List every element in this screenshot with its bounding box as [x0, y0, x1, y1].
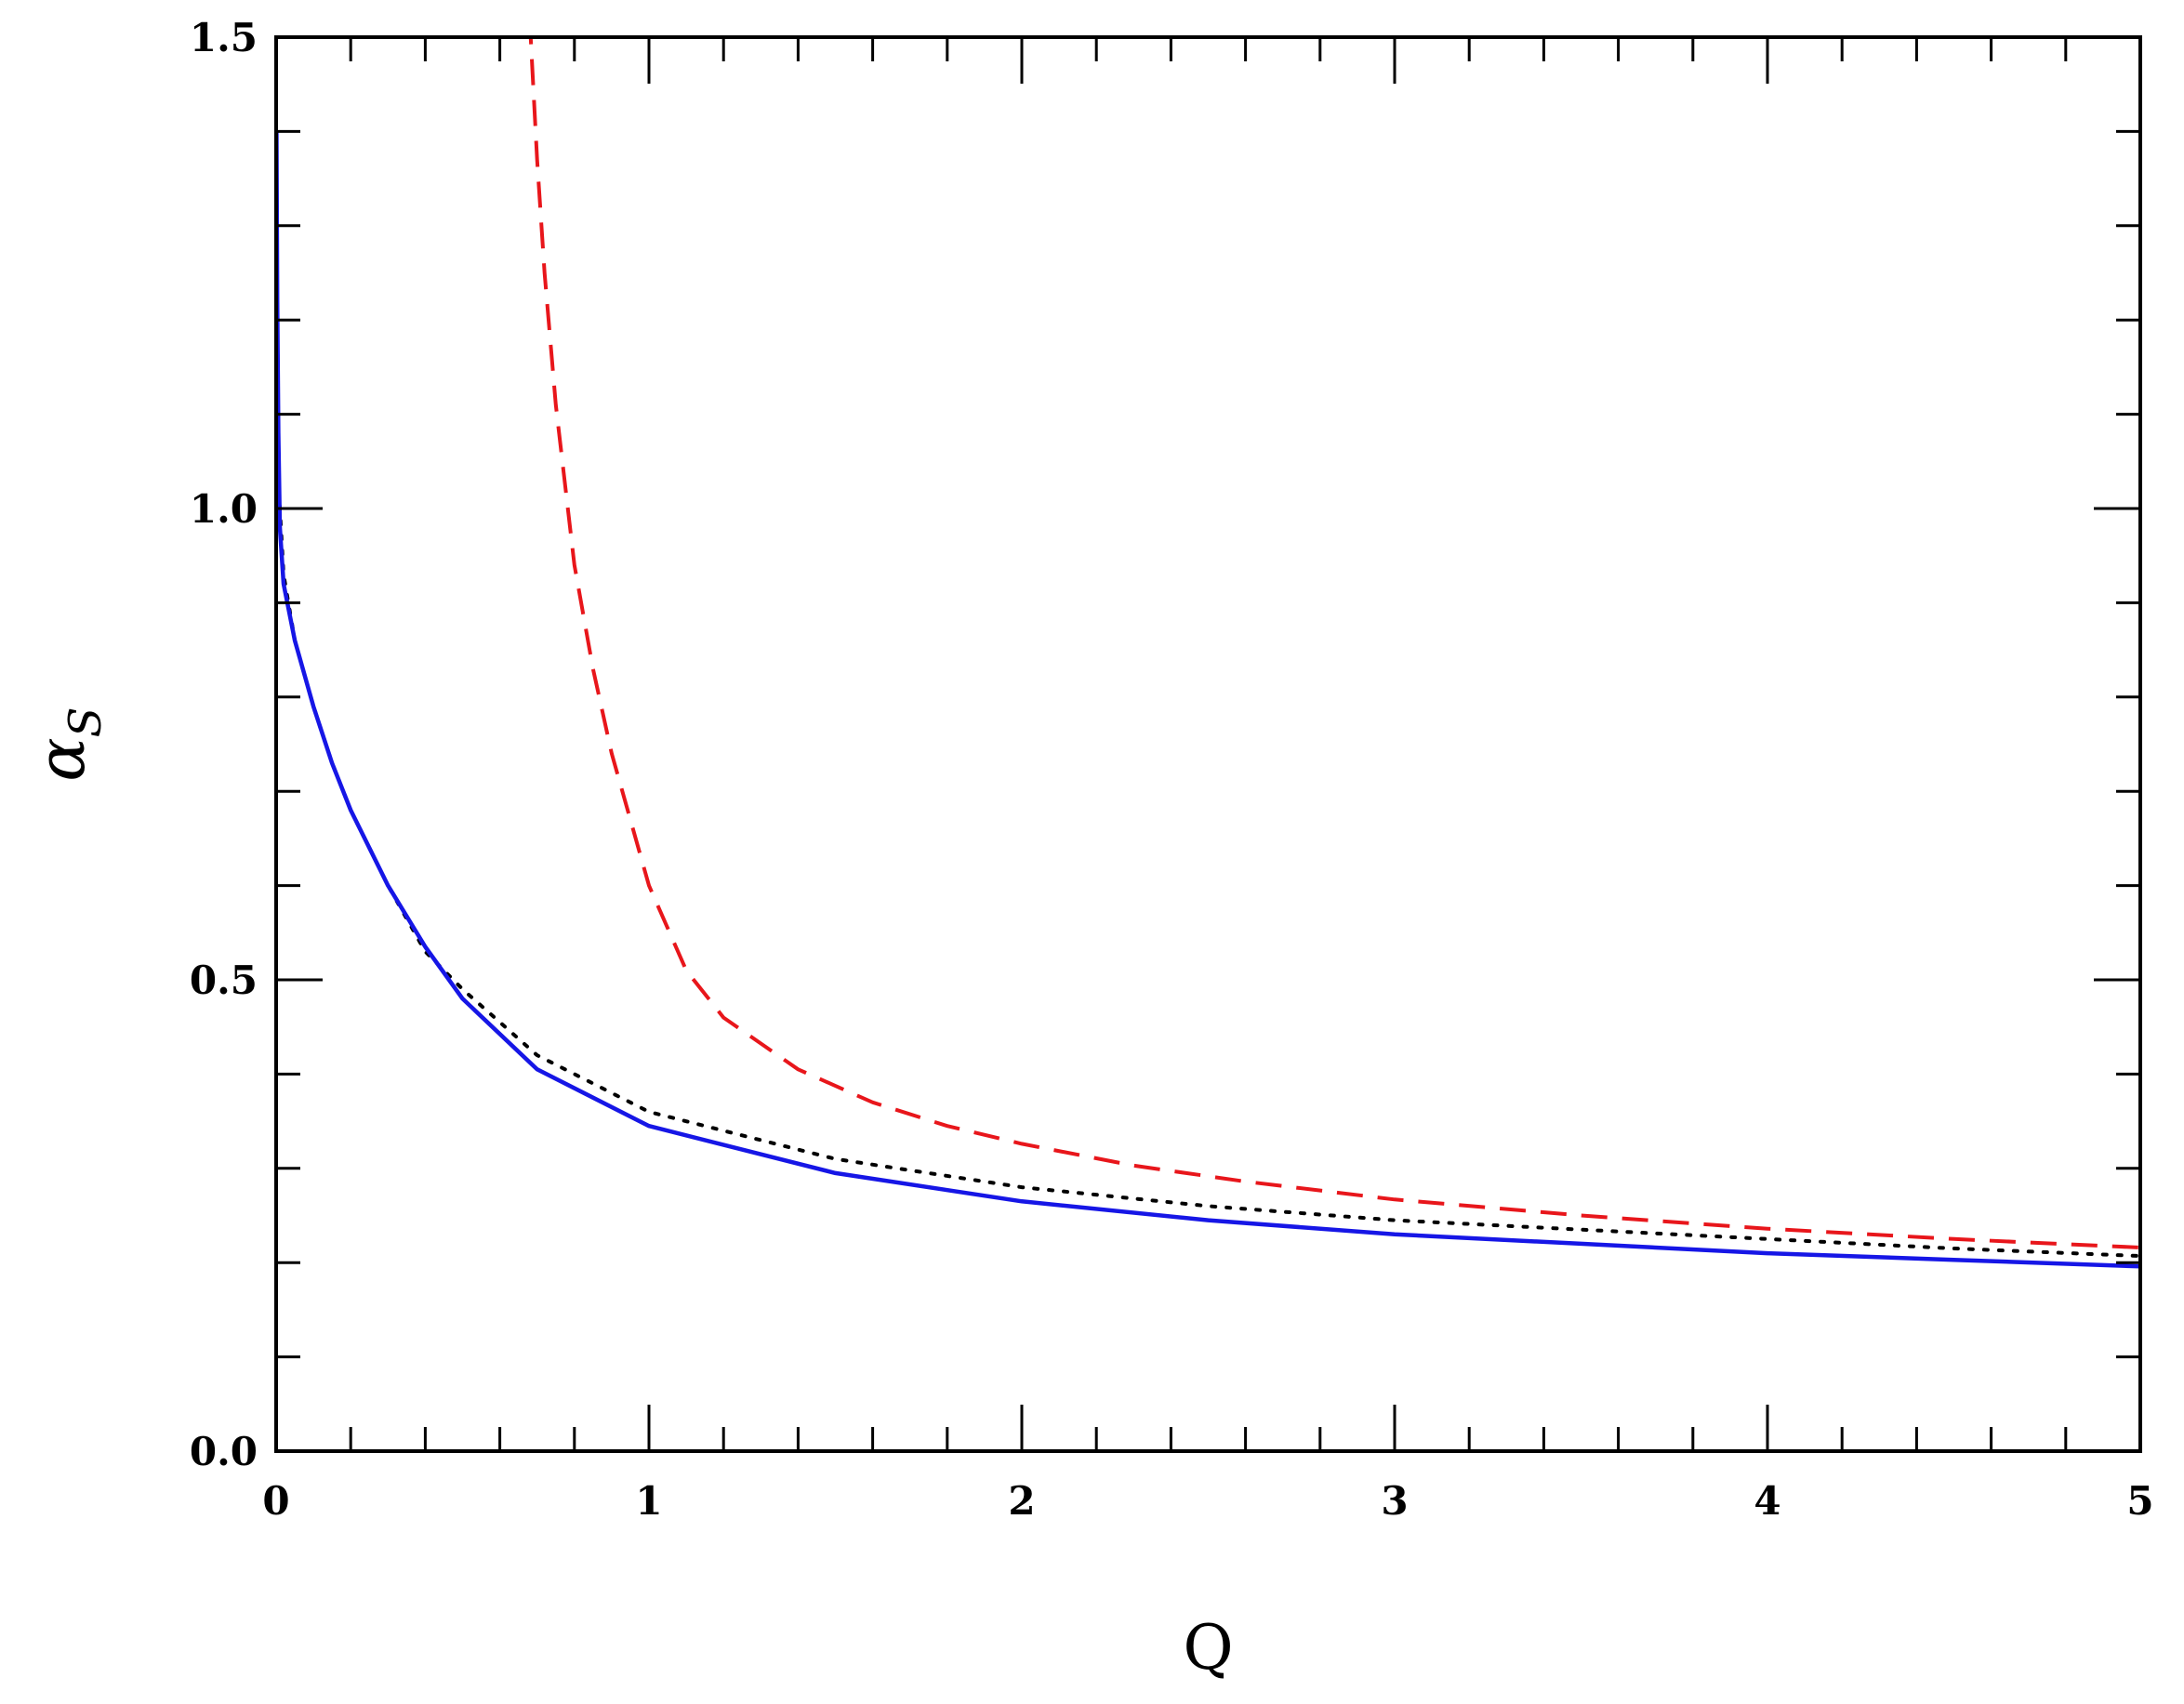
x-tick-label: 0: [262, 1478, 289, 1524]
y-axis-title-subscript: S: [60, 707, 112, 737]
x-tick-label: 1: [635, 1478, 662, 1524]
ticks-layer: [274, 35, 2142, 1453]
y-axis-title: αS: [23, 707, 112, 781]
series-line-solid: [276, 131, 2140, 1269]
labels-layer: 0 1 2 3 4 5 0.0 0.5 1.0 1.5: [190, 15, 2154, 1524]
y-tick-label: 1.0: [190, 486, 258, 532]
y-axis-title-symbol: α: [23, 737, 99, 781]
x-tick-label: 2: [1008, 1478, 1035, 1524]
y-tick-label: 0.0: [190, 1429, 258, 1474]
y-tick-label: 0.5: [190, 958, 258, 1003]
series-layer: [276, 37, 2140, 1269]
x-tick-label: 3: [1381, 1478, 1408, 1524]
x-axis-title: Q: [1183, 1612, 1233, 1684]
series-line-dotted: [276, 459, 2140, 1259]
x-tick-label: 5: [2126, 1478, 2153, 1524]
y-tick-label: 1.5: [190, 15, 258, 60]
x-tick-label: 4: [1754, 1478, 1780, 1524]
series-line-dashed: [528, 37, 2140, 1249]
plot-frame: [274, 35, 2142, 1453]
